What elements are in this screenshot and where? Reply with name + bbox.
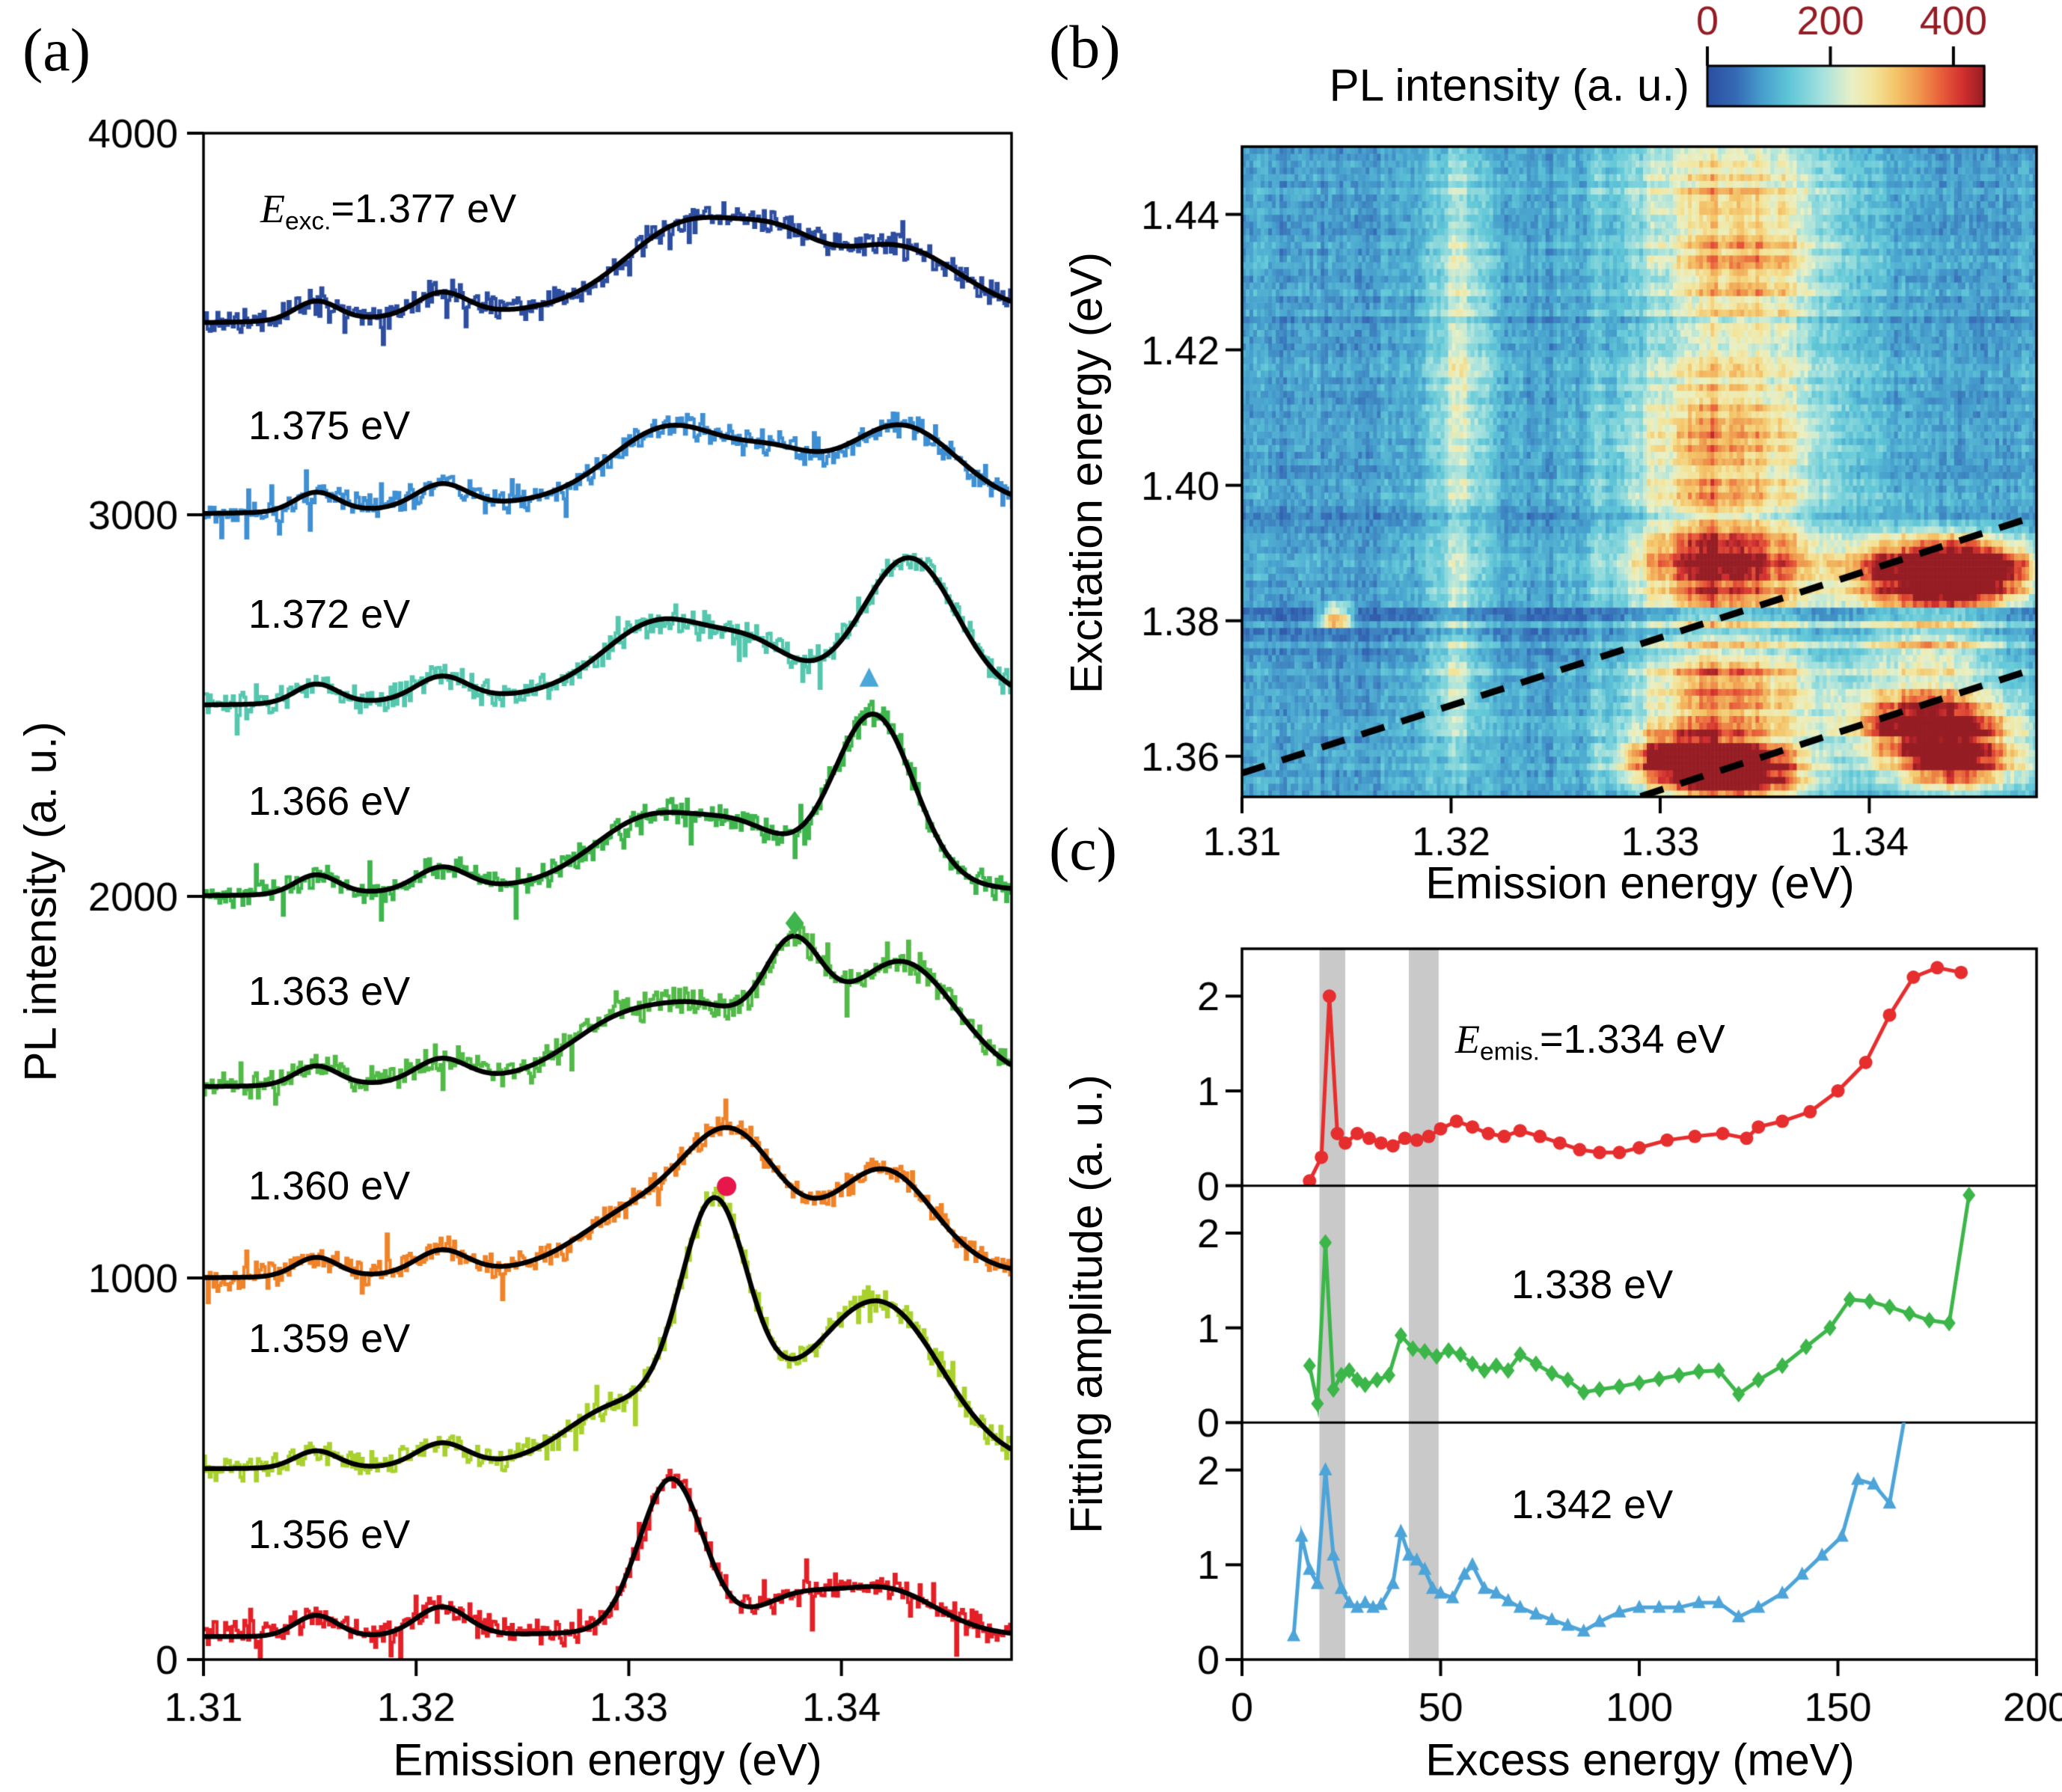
panel-c-label: (c) bbox=[1049, 815, 1118, 883]
spectrum-label-1363: 1.363 eV bbox=[248, 969, 411, 1014]
label-text: 1.360 eV bbox=[248, 1163, 411, 1208]
subplot-label-1334: Eemis.=1.334 eV bbox=[1455, 1017, 1725, 1066]
panel-a-label: (a) bbox=[22, 16, 91, 84]
subplot-label-1342: 1.342 eV bbox=[1511, 1482, 1674, 1527]
spectrum-label-1360: 1.360 eV bbox=[248, 1163, 411, 1208]
E-subscript: emis. bbox=[1480, 1038, 1540, 1066]
spectrum-label-1356: 1.356 eV bbox=[248, 1512, 411, 1557]
spectrum-label-1359: 1.359 eV bbox=[248, 1316, 411, 1361]
label-text: 1.359 eV bbox=[248, 1316, 411, 1361]
label-text: =1.334 eV bbox=[1539, 1017, 1725, 1062]
panel-b-heatmap-canvas bbox=[1047, 0, 2062, 898]
panel-a-y-axis-title: PL intensity (a. u.) bbox=[15, 721, 66, 1082]
E-symbol: E bbox=[1455, 1017, 1480, 1062]
panel-b-label: (b) bbox=[1049, 13, 1121, 81]
E-subscript: exc. bbox=[285, 207, 331, 236]
panel-c-amplitude-canvas bbox=[1047, 898, 2062, 1792]
label-text: 1.363 eV bbox=[248, 969, 411, 1014]
E-symbol: E bbox=[260, 186, 285, 231]
panel-b-y-axis-title: Excitation energy (eV) bbox=[1061, 251, 1112, 694]
label-text: 1.356 eV bbox=[248, 1512, 411, 1557]
subplot-label-1338: 1.338 eV bbox=[1511, 1262, 1674, 1307]
panel-a-spectra-canvas bbox=[0, 0, 1047, 1792]
panel-a-x-axis-title: Emission energy (eV) bbox=[393, 1734, 822, 1785]
panel-c-x-axis-title: Excess energy (meV) bbox=[1425, 1734, 1855, 1785]
label-text: 1.366 eV bbox=[248, 779, 411, 824]
label-text: 1.375 eV bbox=[248, 403, 411, 448]
label-text: =1.377 eV bbox=[331, 186, 517, 231]
label-text: 1.342 eV bbox=[1511, 1482, 1674, 1527]
colorbar-title: PL intensity (a. u.) bbox=[1329, 60, 1689, 111]
spectrum-label-1366: 1.366 eV bbox=[248, 779, 411, 824]
spectrum-label-1375: 1.375 eV bbox=[248, 403, 411, 448]
label-text: 1.338 eV bbox=[1511, 1262, 1674, 1307]
spectrum-label-1372: 1.372 eV bbox=[248, 592, 411, 637]
panel-b-x-axis-title: Emission energy (eV) bbox=[1425, 857, 1855, 908]
spectrum-label-1377: Eexc.=1.377 eV bbox=[260, 186, 517, 236]
panel-c-y-axis-title: Fitting amplitude (a. u.) bbox=[1061, 1074, 1112, 1534]
label-text: 1.372 eV bbox=[248, 592, 411, 637]
